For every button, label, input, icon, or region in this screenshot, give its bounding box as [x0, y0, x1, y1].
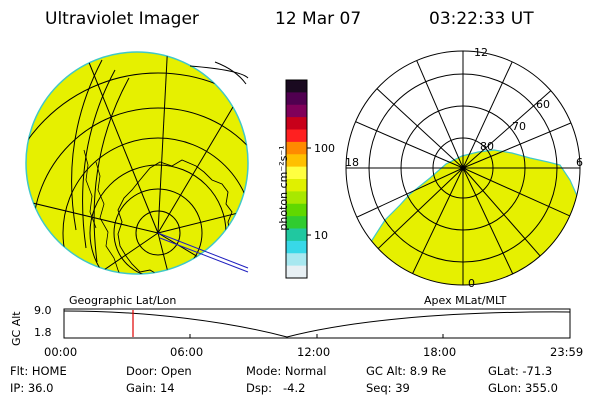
geo-meridians: [26, 52, 248, 274]
colorbar-frame: [285, 79, 308, 279]
geographic-image: [25, 51, 249, 275]
altitude-axis-label: GC Alt: [10, 311, 23, 346]
colorbar-segment: [286, 265, 307, 279]
geographic-panel-label: Geographic Lat/Lon: [69, 294, 177, 307]
status-ip: IP: 36.0: [10, 381, 54, 395]
view-vector: [157, 232, 249, 273]
colorbar-segment: [286, 154, 307, 168]
left-image-disk: [25, 51, 249, 275]
colorbar-segment: [286, 80, 307, 93]
status-glon: GLon: 355.0: [488, 381, 558, 395]
x-tick-2359: 23:59: [550, 345, 584, 359]
colorbar-tick-10: 10: [314, 229, 328, 242]
colorbar-segment: [286, 216, 307, 230]
colorbar-segment: [286, 191, 307, 205]
altitude-x-ticks: [63, 334, 571, 338]
coastline-detail: [95, 161, 125, 274]
altitude-plot: [63, 308, 571, 339]
time-display: 03:22:33 UT: [429, 9, 534, 29]
altitude-y-tick-min: 1.8: [34, 326, 52, 339]
mlat-label-60: 60: [536, 98, 550, 111]
status-glat: GLat: -71.3: [488, 364, 553, 378]
colorbar-unit-label: photon cm⁻²s⁻¹: [277, 145, 290, 231]
x-tick-1800: 18:00: [423, 345, 457, 359]
status-dsp: Dsp: -4.2: [246, 381, 306, 395]
mlat-label-70: 70: [512, 120, 526, 133]
status-gc-alt: GC Alt: 8.9 Re: [366, 364, 447, 378]
coastline-detail-2: [83, 149, 97, 229]
colorbar-segment: [286, 104, 307, 118]
status-door: Door: Open: [126, 364, 192, 378]
date-display: 12 Mar 07: [275, 9, 362, 29]
status-seq: Seq: 39: [366, 381, 410, 395]
colorbar-segment: [286, 253, 307, 267]
colorbar-segment: [286, 92, 307, 106]
mlt-label-18: 18: [345, 156, 359, 169]
altitude-curve: [63, 310, 571, 338]
colorbar: [285, 79, 311, 279]
mlt-label-6: 6: [576, 156, 583, 169]
status-mode: Mode: Normal: [246, 364, 327, 378]
apex-panel-label: Apex MLat/MLT: [424, 294, 507, 307]
status-flight: Flt: HOME: [10, 364, 67, 378]
colorbar-segment: [286, 179, 307, 192]
colorbar-segment: [286, 117, 307, 131]
mlt-label-12: 12: [474, 46, 488, 59]
status-gain: Gain: 14: [126, 381, 175, 395]
colorbar-segment: [286, 228, 307, 242]
altitude-y-tick-max: 9.0: [34, 304, 52, 317]
colorbar-tick-100: 100: [314, 142, 335, 155]
x-tick-0000: 00:00: [44, 345, 78, 359]
app-title: Ultraviolet Imager: [45, 9, 199, 29]
colorbar-segment: [286, 203, 307, 217]
colorbar-segment: [286, 129, 307, 143]
x-tick-1200: 12:00: [297, 345, 331, 359]
mlat-label-80: 80: [480, 140, 494, 153]
colorbar-segment: [286, 240, 307, 254]
colorbar-segment: [286, 166, 307, 180]
colorbar-segment: [286, 141, 307, 155]
apex-polar-plot: [345, 50, 581, 286]
x-tick-0600: 06:00: [170, 345, 204, 359]
mlt-label-0: 0: [468, 277, 475, 290]
orbit-arcs: [71, 59, 249, 263]
